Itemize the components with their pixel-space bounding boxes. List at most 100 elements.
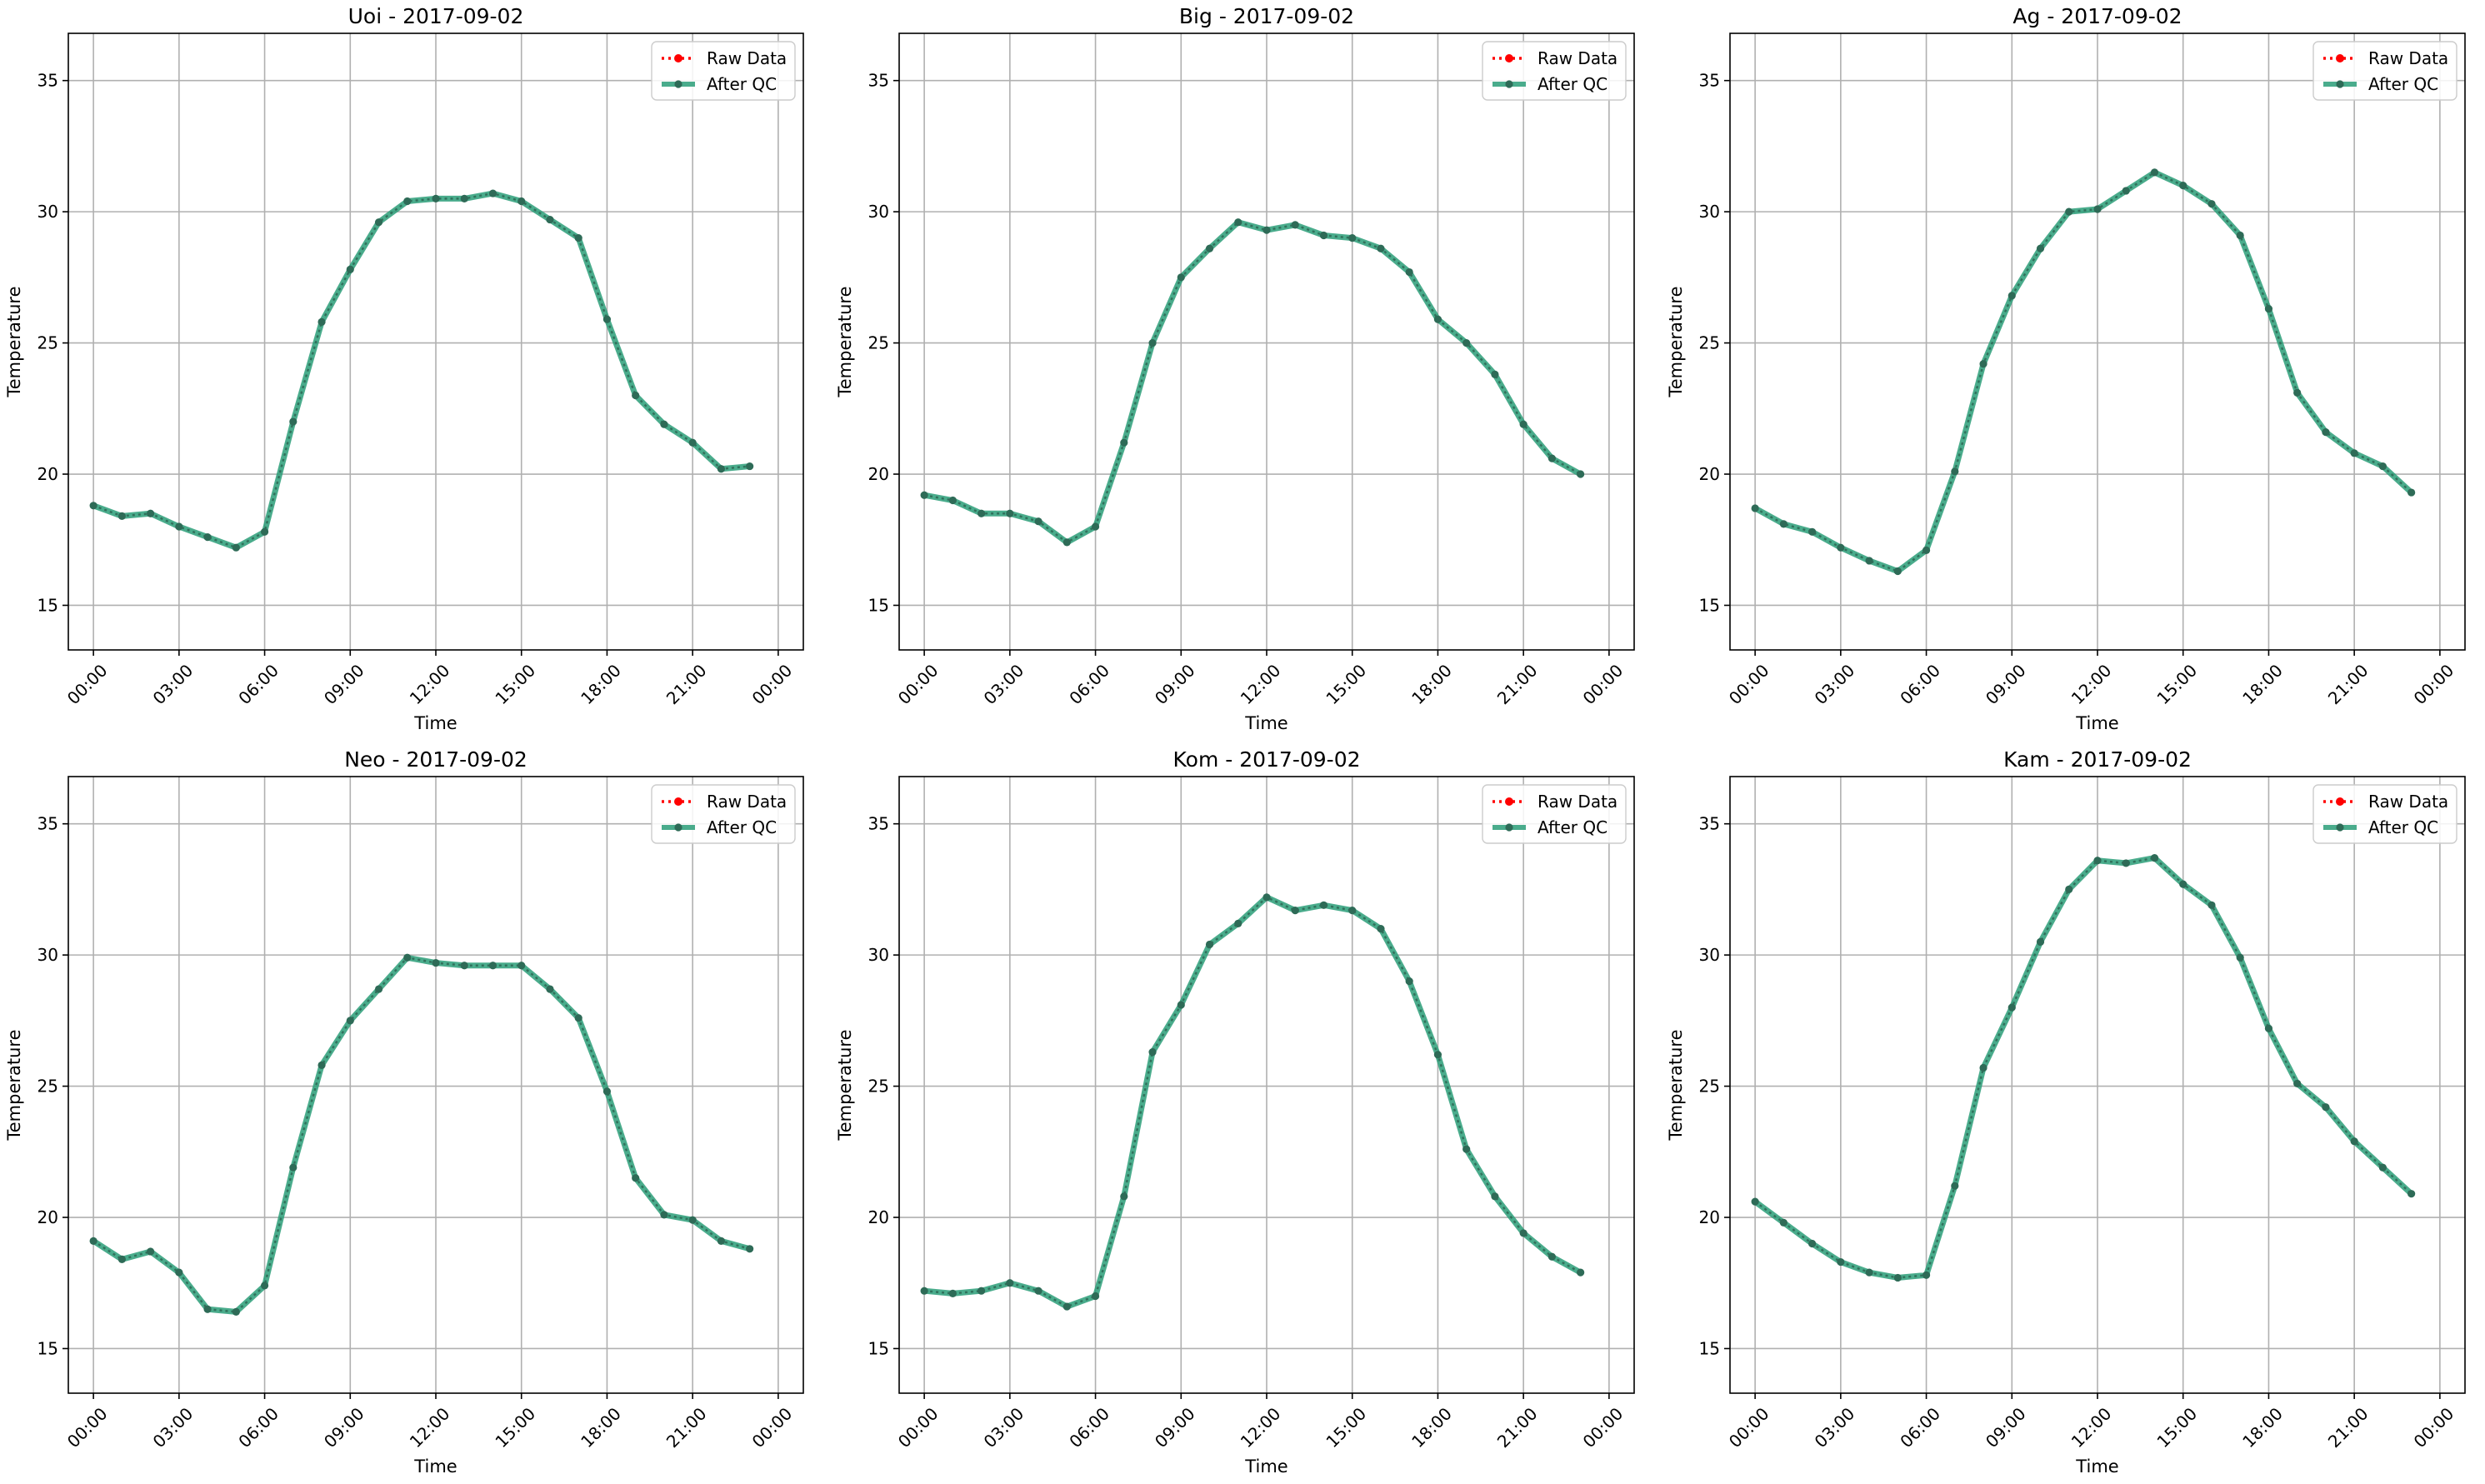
data-point: [518, 197, 526, 206]
data-point: [2036, 244, 2045, 252]
data-point: [460, 962, 468, 970]
x-tick-label: 21:00: [2324, 1403, 2372, 1452]
x-tick-label: 09:00: [1151, 1403, 1199, 1452]
data-point: [660, 1211, 668, 1219]
data-point: [1148, 338, 1157, 347]
data-point: [1577, 1268, 1585, 1277]
x-tick-label: 06:00: [1896, 660, 1944, 708]
data-point: [2350, 1137, 2358, 1146]
legend-label-qc: After QC: [1538, 74, 1608, 94]
data-point: [2378, 462, 2387, 471]
x-tick-label: 12:00: [406, 1403, 454, 1452]
data-point: [1291, 221, 1299, 229]
data-point: [1405, 267, 1413, 277]
x-tick-label: 15:00: [491, 660, 539, 708]
legend: Raw Data After QC: [2312, 41, 2458, 101]
data-point: [1377, 244, 1385, 252]
data-point: [260, 527, 269, 536]
x-tick-label: 21:00: [662, 1403, 711, 1452]
subplot-1: 15 20 25 30 35 00:00 03:00 06:00 09:00 12:00 15:00…: [4, 4, 804, 733]
data-point: [1779, 1218, 1788, 1227]
data-point: [2293, 1079, 2302, 1088]
data-point: [147, 509, 155, 517]
y-tick-label: 20: [868, 464, 889, 484]
x-tick-label: 00:00: [1725, 660, 1773, 708]
x-axis-label: Time: [413, 713, 457, 733]
data-point: [118, 1255, 126, 1264]
y-tick-label: 30: [1699, 202, 1720, 222]
data-point: [346, 1017, 354, 1025]
y-axis-label: Temperature: [1666, 1029, 1686, 1141]
x-tick-label: 09:00: [1982, 1403, 2030, 1452]
legend-label-raw: Raw Data: [2368, 48, 2448, 68]
x-tick-label: 21:00: [1493, 1403, 1542, 1452]
data-point: [2236, 231, 2244, 240]
data-point: [1319, 231, 1328, 240]
series-line-after-qc: [1753, 169, 2413, 575]
y-tick-label: 25: [868, 1077, 889, 1097]
data-point: [403, 197, 412, 206]
data-point: [1205, 940, 1214, 949]
data-point: [1062, 1302, 1071, 1311]
data-point: [2264, 305, 2273, 313]
data-point: [948, 496, 957, 505]
x-tick-label: 12:00: [1237, 660, 1285, 708]
x-tick-label: 00:00: [1579, 1403, 1628, 1452]
y-tick-label: 30: [38, 945, 58, 965]
x-axis-label: Time: [1244, 1457, 1288, 1477]
data-point: [2093, 857, 2102, 865]
data-point: [1922, 1271, 1931, 1279]
data-point: [2065, 885, 2073, 894]
data-point: [2150, 168, 2159, 177]
legend-label-qc: After QC: [707, 74, 777, 94]
x-tick-label: 09:00: [1982, 660, 2030, 708]
data-point: [2350, 449, 2358, 457]
x-tick-label: 03:00: [1811, 1403, 1859, 1452]
y-tick-label: 35: [38, 814, 58, 834]
data-point: [717, 465, 725, 473]
x-tick-label: 15:00: [2152, 1403, 2201, 1452]
data-point: [1091, 522, 1100, 531]
subplot-5: 15 20 25 30 35 00:00 03:00 06:00 09:00 12:00 15:00…: [835, 747, 1635, 1477]
data-point: [1519, 1229, 1528, 1237]
x-tick-label: 06:00: [1065, 1403, 1113, 1452]
x-tick-label: 00:00: [2410, 1403, 2458, 1452]
y-tick-label: 30: [1699, 945, 1720, 965]
data-point: [1433, 315, 1442, 323]
legend: Raw Data After QC: [2312, 784, 2458, 844]
legend-label-raw: Raw Data: [1538, 48, 1618, 68]
x-tick-label: 09:00: [320, 660, 368, 708]
data-point: [746, 1245, 754, 1253]
data-point: [1491, 1192, 1499, 1201]
data-point: [1548, 454, 1556, 462]
x-axis-label: Time: [2075, 713, 2118, 733]
data-point: [1951, 1182, 1959, 1190]
data-point: [574, 234, 582, 242]
x-tick-label: 18:00: [1408, 1403, 1456, 1452]
x-tick-label: 15:00: [1322, 660, 1370, 708]
x-tick-label: 03:00: [149, 660, 198, 708]
subplot-title: Kom - 2017-09-02: [1173, 747, 1361, 772]
data-point: [2008, 1003, 2016, 1012]
x-axis-label: Time: [2075, 1457, 2118, 1477]
data-point: [1319, 901, 1328, 909]
y-tick-label: 25: [38, 333, 58, 353]
data-point: [1348, 234, 1357, 242]
data-point: [232, 543, 240, 552]
data-point: [118, 512, 126, 521]
data-point: [1837, 543, 1845, 552]
data-point: [432, 958, 440, 967]
legend-qc-marker: [1505, 80, 1513, 88]
legend-raw-marker: [2336, 797, 2344, 806]
data-point: [1348, 906, 1357, 915]
data-point: [2293, 388, 2302, 397]
data-point: [89, 1237, 98, 1245]
x-tick-label: 06:00: [234, 1403, 282, 1452]
y-tick-label: 35: [868, 814, 889, 834]
data-point: [546, 985, 554, 993]
data-point: [1751, 504, 1759, 512]
data-point: [1837, 1257, 1845, 1267]
data-point: [688, 438, 697, 447]
legend-label-raw: Raw Data: [2368, 792, 2448, 812]
